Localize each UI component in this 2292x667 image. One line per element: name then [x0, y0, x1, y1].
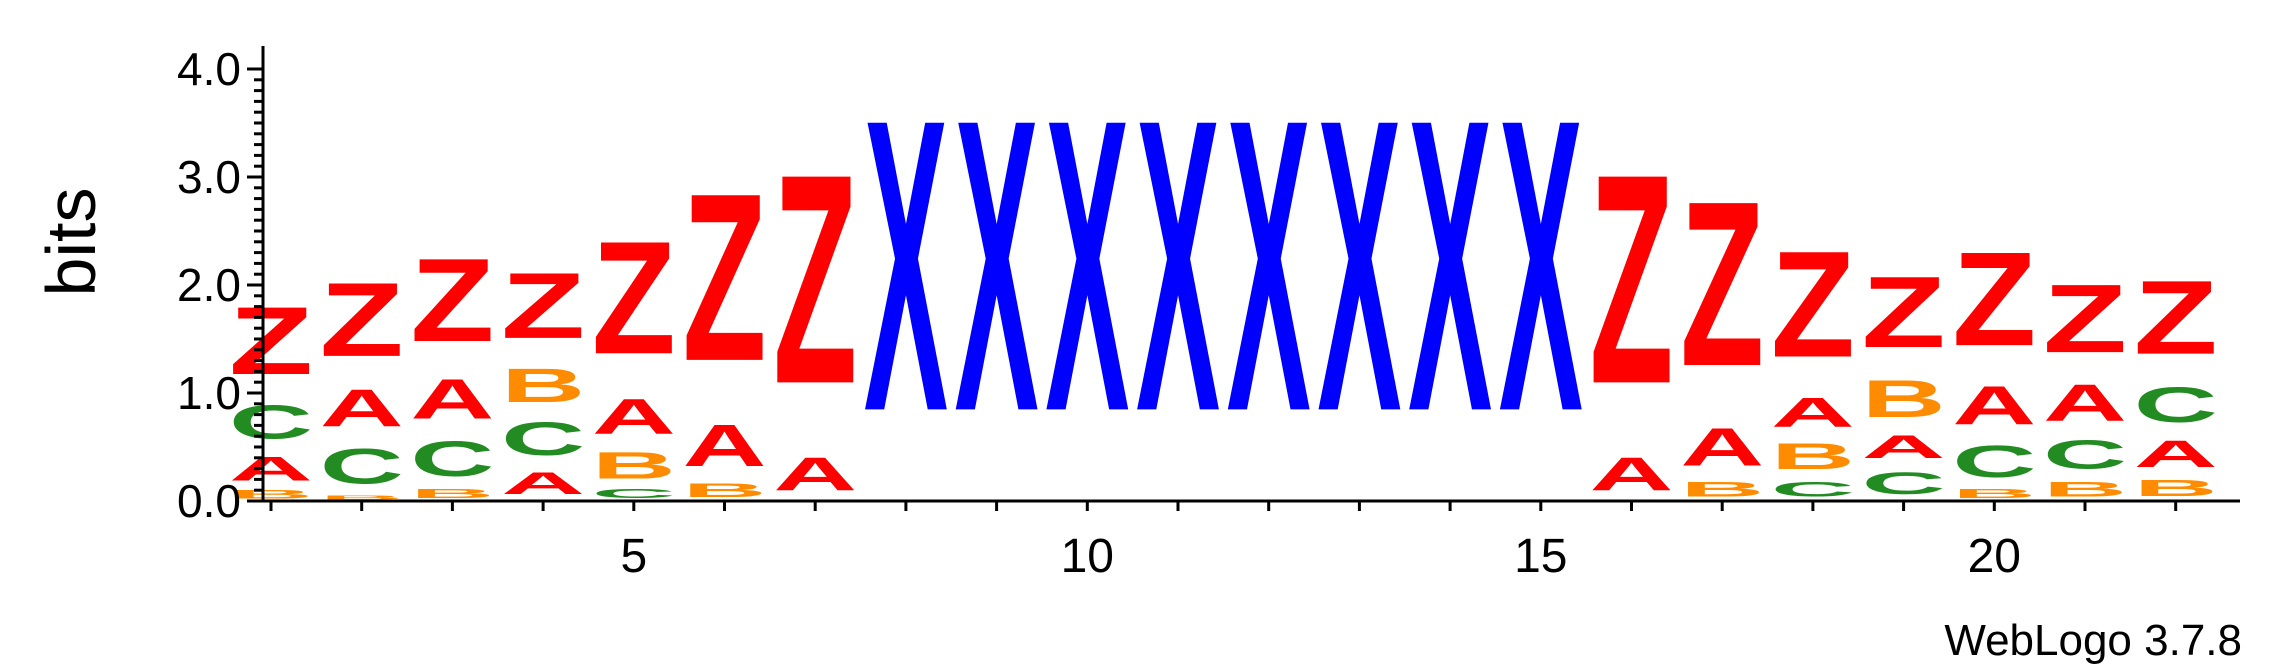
glyph-b-pos-3: B	[410, 487, 494, 501]
glyph-c-pos-22: C	[2134, 377, 2218, 433]
glyph-b-pos-4: B	[501, 358, 585, 412]
glyph-x-pos-12: X	[1227, 33, 1312, 499]
glyph-z-pos-6: Z	[683, 144, 767, 411]
glyph-b-pos-17: B	[1680, 477, 1764, 501]
glyph-x-pos-8: X	[864, 33, 949, 499]
glyph-a-pos-17: A	[1680, 417, 1764, 477]
glyph-b-pos-20: B	[1952, 487, 2036, 501]
glyph-a-pos-1: A	[229, 449, 313, 488]
x-tick-label: 10	[1061, 530, 1114, 583]
glyph-a-pos-6: A	[683, 412, 767, 479]
weblogo-credit: WebLogo 3.7.8	[1944, 616, 2242, 665]
x-tick-label: 20	[1968, 530, 2021, 583]
y-tick-label: 1.0	[177, 367, 241, 419]
glyph-x-pos-10: X	[1045, 33, 1130, 499]
glyph-x-pos-13: X	[1317, 33, 1402, 499]
glyph-x-pos-11: X	[1136, 33, 1221, 499]
glyph-b-pos-5: B	[592, 445, 676, 487]
glyph-c-pos-4: C	[501, 412, 585, 465]
glyph-z-pos-5: Z	[592, 207, 676, 388]
glyph-a-pos-18: A	[1771, 390, 1855, 437]
y-tick-label: 2.0	[177, 259, 241, 311]
axes: 0.0 1.0 2.0 3.0 4.0 5 10 15 20	[177, 43, 2240, 583]
glyph-z-pos-22: Z	[2134, 258, 2218, 376]
glyph-z-pos-20: Z	[1952, 224, 2036, 374]
glyph-c-pos-5: C	[592, 487, 676, 501]
glyph-z-pos-18: Z	[1771, 219, 1855, 389]
y-axis-label: bits	[32, 188, 110, 297]
glyph-c-pos-19: C	[1862, 466, 1946, 501]
glyph-b-pos-1: B	[229, 488, 313, 501]
glyph-z-pos-19: Z	[1862, 256, 1946, 369]
glyph-z-pos-7: Z	[773, 113, 857, 447]
glyph-a-pos-4: A	[501, 466, 585, 501]
glyph-a-pos-21: A	[2043, 374, 2127, 432]
glyph-x-pos-15: X	[1499, 33, 1584, 499]
glyph-c-pos-21: C	[2043, 432, 2127, 477]
glyph-b-pos-2: B	[320, 495, 404, 501]
glyph-b-pos-21: B	[2043, 477, 2127, 501]
glyph-a-pos-7: A	[773, 448, 857, 501]
glyph-z-pos-17: Z	[1680, 153, 1764, 416]
glyph-z-pos-4: Z	[501, 254, 585, 358]
glyph-c-pos-18: C	[1771, 477, 1855, 501]
glyph-z-pos-2: Z	[320, 261, 404, 379]
glyph-a-pos-16: A	[1590, 448, 1674, 501]
glyph-x-pos-14: X	[1408, 33, 1493, 499]
glyph-a-pos-5: A	[592, 388, 676, 444]
glyph-a-pos-2: A	[320, 379, 404, 438]
y-tick-label: 4.0	[177, 43, 241, 95]
x-tick-label: 15	[1514, 530, 1567, 583]
glyph-z-pos-16: Z	[1590, 113, 1674, 447]
glyph-b-pos-18: B	[1771, 436, 1855, 477]
glyph-b-pos-6: B	[683, 479, 767, 501]
glyph-b-pos-22: B	[2134, 475, 2218, 501]
glyph-x-pos-9: X	[955, 33, 1040, 499]
glyph-z-pos-21: Z	[2043, 265, 2127, 374]
glyph-a-pos-22: A	[2134, 433, 2218, 475]
y-tick-label: 0.0	[177, 475, 241, 527]
glyph-c-pos-3: C	[410, 431, 494, 487]
glyph-c-pos-1: C	[229, 395, 313, 449]
x-tick-label: 5	[620, 530, 647, 583]
glyph-c-pos-2: C	[320, 438, 404, 494]
glyph-a-pos-3: A	[410, 367, 494, 430]
glyph-a-pos-19: A	[1862, 429, 1946, 465]
glyph-b-pos-19: B	[1862, 369, 1946, 428]
glyph-a-pos-20: A	[1952, 375, 2036, 436]
glyph-c-pos-20: C	[1952, 436, 2036, 487]
y-tick-label: 3.0	[177, 151, 241, 203]
glyph-z-pos-1: Z	[229, 288, 313, 395]
glyph-z-pos-3: Z	[410, 235, 494, 367]
